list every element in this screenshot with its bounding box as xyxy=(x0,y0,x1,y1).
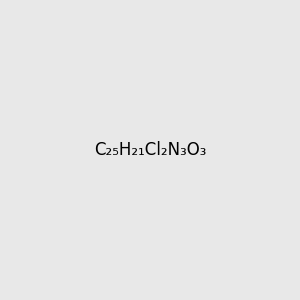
Text: C₂₅H₂₁Cl₂N₃O₃: C₂₅H₂₁Cl₂N₃O₃ xyxy=(94,141,206,159)
